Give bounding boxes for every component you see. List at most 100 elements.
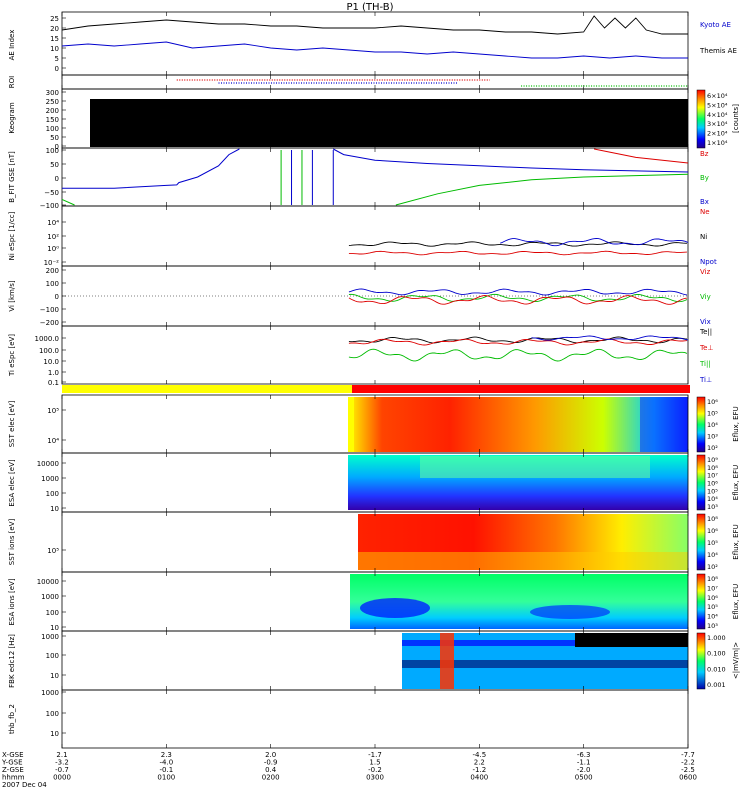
colorbar-tick-fbk: 0.100 bbox=[707, 650, 726, 658]
colorbar-tick-sst_i: 10² bbox=[707, 563, 718, 571]
ylabel-density: Ni eSpc [1/cc] bbox=[8, 211, 16, 260]
esa-ions-colorbar bbox=[696, 573, 706, 630]
data-layer bbox=[61, 15, 689, 362]
axis-value-1-1: -4.0 bbox=[159, 759, 173, 767]
panel-frame-temp bbox=[61, 325, 689, 385]
temp-ti-perp bbox=[531, 335, 689, 341]
ylabel-fbk: FBK edc12 [Hz] bbox=[8, 634, 16, 688]
ylabel-bfield: B_FIT GSE [nT] bbox=[8, 151, 16, 203]
axis-row-label-2: Z-GSE bbox=[2, 766, 24, 774]
sst-ions-lowband bbox=[358, 552, 688, 570]
colorbar-tick-esa_e: 10⁴ bbox=[707, 495, 718, 503]
axis-value-6-2: -2.5 bbox=[681, 766, 695, 774]
colorbar-tick-keogram: 1×10⁴ bbox=[707, 139, 728, 147]
ytick-label-esa_e: 10 bbox=[50, 505, 59, 513]
ytick-label-bfield: −100 bbox=[40, 202, 59, 210]
figure-title: P1 (TH-B) bbox=[346, 2, 393, 13]
colorbar-label-esa_e: Eflux, EFU bbox=[732, 465, 740, 500]
panels-layer bbox=[61, 11, 689, 749]
ytick-label-fbk: 100 bbox=[46, 652, 59, 660]
colorbar-tick-sst_i: 10⁸ bbox=[707, 515, 718, 523]
ytick-label-sst_e: 10⁴ bbox=[47, 437, 59, 445]
axis-value-4-0: -4.5 bbox=[472, 751, 486, 759]
ylabel-keogram: Keogram bbox=[8, 102, 16, 133]
ytick-label-esa_i: 10000 bbox=[37, 578, 59, 586]
axis-value-3-2: -0.2 bbox=[368, 766, 382, 774]
ylabel-sst_e: SST elec [eV] bbox=[8, 400, 16, 447]
axis-value-2-0: 2.0 bbox=[265, 751, 276, 759]
sst-elec-spectrogram bbox=[348, 397, 688, 452]
ylabel-ae: AE Index bbox=[8, 30, 16, 61]
axis-value-0-2: -0.7 bbox=[55, 766, 69, 774]
colorbar-label-fbk: <|mV/m|> bbox=[732, 642, 740, 679]
ytick-label-density: 10⁰ bbox=[47, 245, 59, 253]
ytick-label-keogram: 200 bbox=[46, 107, 59, 115]
axis-value-2-3: 0200 bbox=[262, 774, 280, 782]
ytick-label-esa_i: 10 bbox=[50, 624, 59, 632]
ytick-label-temp: 0.1 bbox=[48, 379, 59, 387]
colorbar-tick-esa_i: 10⁶ bbox=[707, 594, 718, 602]
colorbar-tick-sst_e: 10⁵ bbox=[707, 410, 718, 418]
axis-value-4-3: 0400 bbox=[470, 774, 488, 782]
axis-value-4-2: -1.2 bbox=[472, 766, 486, 774]
colorbar-label-esa_i: Eflux, EFU bbox=[732, 584, 740, 619]
colorbar-tick-fbk: 1.000 bbox=[707, 634, 726, 642]
ytick-label-keogram: 250 bbox=[46, 98, 59, 106]
axis-value-6-3: 0600 bbox=[679, 774, 697, 782]
sst-elec-edge bbox=[348, 397, 354, 452]
colorbar-tick-sst_i: 10⁶ bbox=[707, 527, 718, 535]
colorbar-tick-esa_i: 10⁷ bbox=[707, 584, 718, 592]
ytick-label-ae: 25 bbox=[50, 15, 59, 23]
colorbar-tick-sst_e: 10² bbox=[707, 444, 718, 452]
legend-temp-0: Te|| bbox=[699, 328, 712, 336]
legend-bfield-0: Bz bbox=[700, 150, 709, 158]
axis-value-2-2: 0.4 bbox=[265, 766, 277, 774]
axis-row-label-1: Y-GSE bbox=[1, 759, 23, 767]
axis-value-0-1: -3.2 bbox=[55, 759, 69, 767]
ytick-label-bfield: 50 bbox=[50, 161, 59, 169]
ylabel-esa_i: ESA ions [eV] bbox=[8, 578, 16, 625]
legend-bfield-2: Bx bbox=[700, 198, 709, 206]
ytick-label-keogram: 100 bbox=[46, 125, 59, 133]
legend-temp-1: Te⊥ bbox=[699, 344, 714, 352]
axis-value-5-1: -1.1 bbox=[577, 759, 591, 767]
axis-value-5-0: -6.3 bbox=[577, 751, 591, 759]
ytick-label-ae: 15 bbox=[50, 35, 59, 43]
colorbar-tick-sst_e: 10³ bbox=[707, 433, 718, 441]
ytick-label-ae: 20 bbox=[50, 25, 59, 33]
legend-density-1: Ni bbox=[700, 233, 707, 241]
panel-frame-fbk2 bbox=[61, 689, 689, 749]
colorbar-tick-esa_e: 10⁵ bbox=[707, 487, 718, 495]
colorbar-tick-keogram: 6×10⁴ bbox=[707, 92, 728, 100]
legend-ae-0: Kyoto AE bbox=[700, 21, 731, 29]
ytick-label-velocity: −100 bbox=[40, 306, 59, 314]
temp-te-perp bbox=[348, 338, 687, 346]
colorbar-tick-esa_e: 10⁸ bbox=[707, 464, 718, 472]
legend-density-2: Npot bbox=[700, 258, 717, 266]
ytick-label-fbk2: 1000 bbox=[41, 689, 59, 697]
ytick-label-velocity: 100 bbox=[46, 280, 59, 288]
legend-temp-2: Ti|| bbox=[699, 360, 711, 368]
ytick-label-keogram: 50 bbox=[50, 134, 59, 142]
axis-value-2-1: -0.9 bbox=[264, 759, 278, 767]
axis-value-3-0: -1.7 bbox=[368, 751, 382, 759]
ytick-label-esa_e: 1000 bbox=[41, 475, 59, 483]
axis-value-6-1: -2.2 bbox=[681, 759, 695, 767]
ytick-label-fbk2: 10 bbox=[50, 730, 59, 738]
keogram-colorbar bbox=[696, 89, 706, 149]
axis-value-1-3: 0100 bbox=[157, 774, 175, 782]
ytick-label-velocity: −200 bbox=[40, 319, 59, 327]
esa-elec-band bbox=[420, 456, 650, 478]
density-npot bbox=[500, 238, 689, 247]
colorbar-tick-esa_e: 10⁶ bbox=[707, 480, 718, 488]
axis-value-3-1: 1.5 bbox=[369, 759, 380, 767]
ytick-label-fbk2: 100 bbox=[46, 710, 59, 718]
fbk-red-burst bbox=[440, 633, 454, 689]
ylabel-esa_e: ESA elec [eV] bbox=[8, 459, 16, 506]
ylabel-fbk2: thb_fb_2 bbox=[8, 704, 16, 734]
legend-velocity-0: Viz bbox=[700, 268, 711, 276]
sst-elec-tail bbox=[640, 397, 688, 452]
axis-value-5-3: 0500 bbox=[575, 774, 593, 782]
velocity-vix bbox=[348, 288, 688, 296]
axis-row-label-0: X-GSE bbox=[2, 751, 24, 759]
